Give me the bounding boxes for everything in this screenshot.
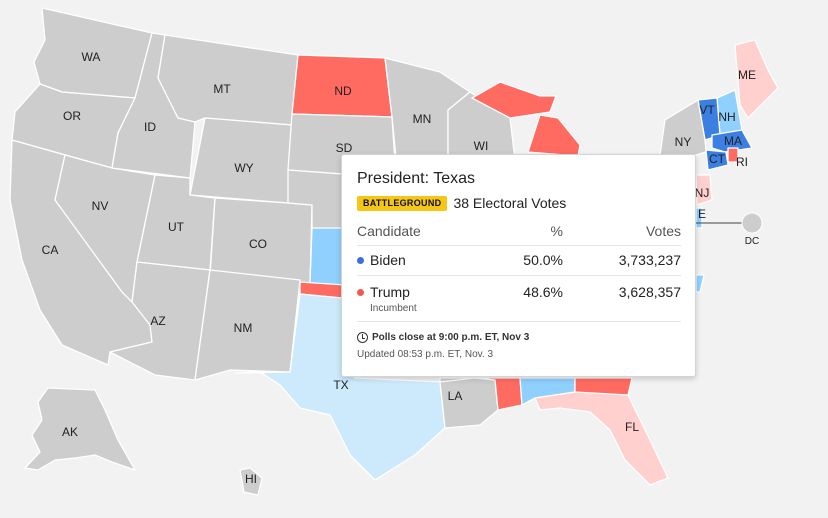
label-fl: FL [625, 420, 639, 434]
label-nd: ND [334, 84, 352, 98]
label-wy: WY [234, 161, 253, 175]
state-ri[interactable] [727, 147, 739, 163]
header-votes: Votes [645, 223, 681, 239]
label-ny: NY [675, 135, 692, 149]
label-vt: VT [699, 103, 715, 117]
biden-color-dot [357, 257, 364, 264]
label-wa: WA [82, 50, 101, 64]
popup-footer: Polls close at 9:00 p.m. ET, Nov 3 Updat… [357, 322, 681, 360]
battleground-badge: BATTLEGROUND [357, 195, 448, 211]
label-ct: CT [709, 152, 726, 166]
label-nj: NJ [695, 186, 710, 200]
state-dc-circle[interactable] [741, 212, 763, 234]
label-or: OR [63, 109, 81, 123]
label-ak: AK [62, 425, 78, 439]
label-wi: WI [474, 139, 489, 153]
candidate-name: Biden [370, 252, 406, 268]
state-hi[interactable] [239, 467, 263, 496]
header-candidate: Candidate [357, 223, 421, 239]
label-ut: UT [168, 220, 185, 234]
state-results-popup: President: Texas BATTLEGROUND 38 Elector… [341, 154, 696, 377]
candidate-row: Biden 50.0% 3,733,237 [357, 246, 681, 276]
trump-color-dot [357, 289, 364, 296]
clock-icon [357, 332, 368, 343]
updated-timestamp: Updated 08:53 p.m. ET, Nov. 3 [357, 349, 494, 360]
label-tx: TX [333, 378, 348, 392]
race-status: BATTLEGROUND 38 Electoral Votes [357, 195, 681, 211]
state-va-coast[interactable] [695, 274, 705, 293]
label-mt: MT [213, 82, 231, 96]
label-me: ME [738, 68, 756, 82]
label-de: E [698, 207, 706, 221]
label-co: CO [249, 237, 267, 251]
candidate-name: Trump [370, 284, 410, 300]
popup-title: President: Texas [357, 170, 475, 187]
label-mn: MN [413, 112, 432, 126]
state-nj[interactable] [695, 174, 713, 206]
state-ak[interactable] [24, 387, 136, 471]
label-nm: NM [234, 321, 253, 335]
state-me[interactable] [734, 39, 779, 119]
state-wi[interactable] [447, 91, 516, 161]
header-pct: % [550, 223, 563, 239]
state-ks[interactable] [309, 227, 346, 286]
candidate-votes: 3,733,237 [618, 252, 681, 268]
state-ms[interactable] [474, 377, 523, 411]
state-mt[interactable] [157, 34, 299, 126]
state-mi-lp[interactable] [527, 114, 581, 157]
electoral-votes: 38 Electoral Votes [453, 195, 567, 211]
label-id: ID [144, 120, 156, 134]
candidate-pct: 48.6% [523, 284, 563, 300]
label-az: AZ [150, 314, 165, 328]
state-fl[interactable] [534, 391, 669, 486]
label-ri: RI [736, 155, 748, 169]
candidate-pct: 50.0% [523, 252, 563, 268]
candidate-row: Trump Incumbent 48.6% 3,628,357 [357, 276, 681, 322]
label-dc: DC [745, 236, 759, 247]
state-ct[interactable] [705, 149, 729, 171]
label-la: LA [448, 389, 463, 403]
label-ca: CA [42, 243, 59, 257]
incumbent-label: Incumbent [370, 303, 417, 314]
candidate-votes: 3,628,357 [618, 284, 681, 300]
label-ma: MA [724, 134, 742, 148]
label-hi: HI [245, 472, 257, 486]
label-nh: NH [718, 110, 735, 124]
label-nv: NV [92, 199, 109, 213]
polls-close-text: Polls close at 9:00 p.m. ET, Nov 3 [372, 332, 530, 343]
state-nm[interactable] [194, 269, 301, 381]
label-sd: SD [336, 141, 353, 155]
state-mi-up[interactable] [471, 81, 557, 119]
state-la[interactable] [439, 377, 499, 429]
results-header: Candidate % Votes [357, 223, 681, 246]
